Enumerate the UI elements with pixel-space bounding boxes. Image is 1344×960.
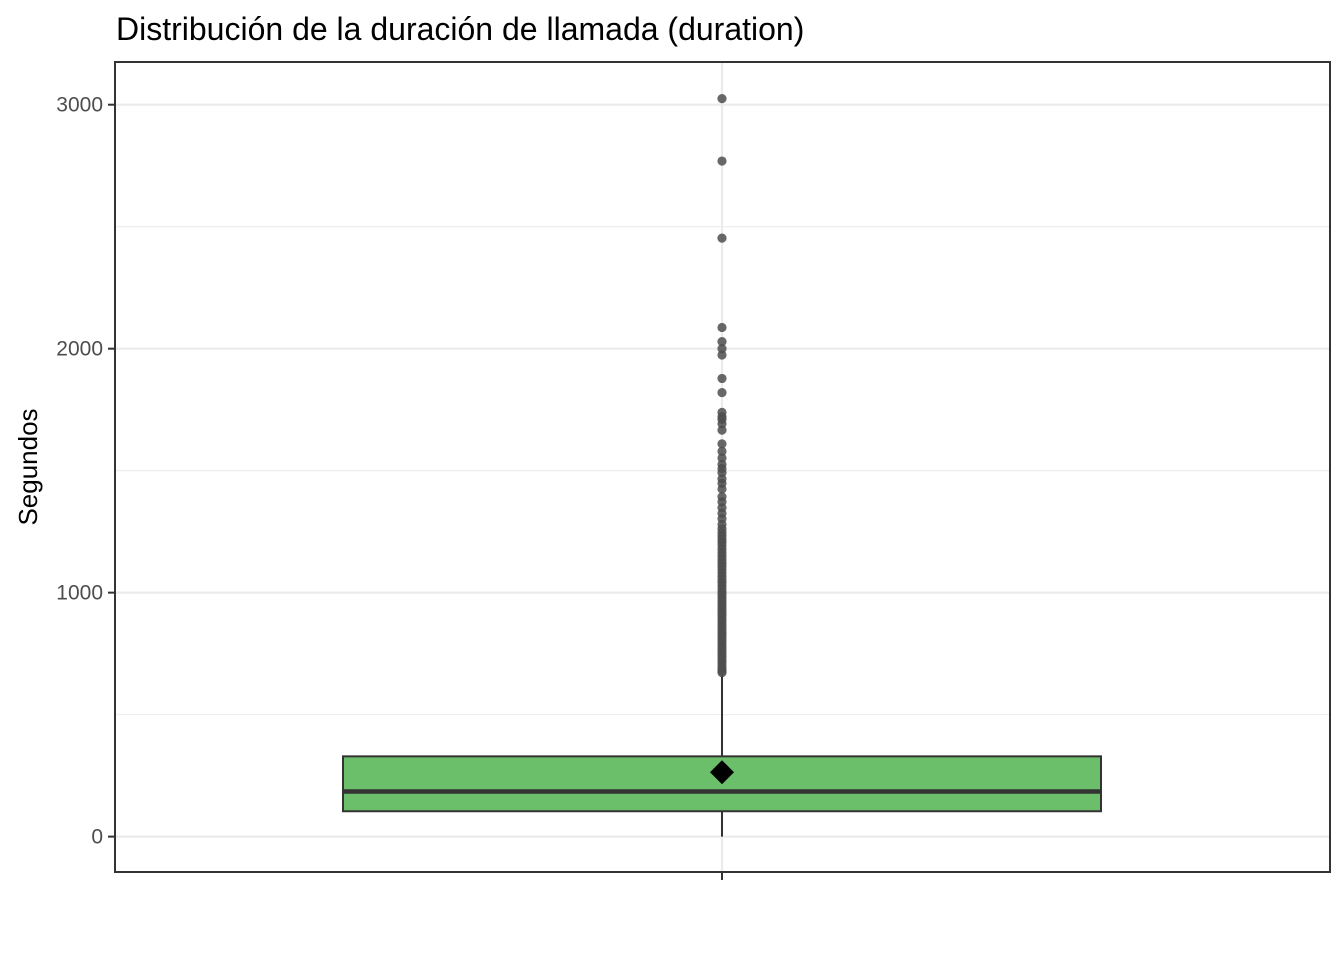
outlier-points — [717, 93, 727, 678]
panel-border — [114, 61, 1331, 873]
outlier-point — [717, 425, 727, 435]
y-tick-label: 1000 — [56, 582, 103, 605]
mean-marker — [710, 760, 734, 785]
outlier-point — [717, 233, 727, 243]
boxplot — [342, 673, 1102, 837]
y-tick-label: 2000 — [56, 338, 103, 361]
outlier-point — [717, 446, 727, 456]
outlier-point — [717, 484, 727, 494]
outlier-point — [717, 344, 727, 354]
outlier-point — [717, 350, 727, 360]
outlier-point — [717, 387, 727, 398]
outlier-point — [717, 373, 727, 384]
outlier-point — [717, 156, 727, 166]
outlier-point — [717, 453, 727, 463]
outlier-point — [717, 668, 727, 678]
outlier-point — [717, 336, 727, 347]
outlier-point — [717, 419, 727, 429]
y-axis-ticks: 0 1000 2000 3000 — [56, 94, 723, 880]
y-tick-label: 3000 — [56, 94, 103, 117]
y-tick-label: 0 — [91, 826, 103, 849]
outlier-point — [717, 322, 727, 333]
chart-title: Distribución de la duración de llamada (… — [116, 11, 804, 47]
outlier-point — [717, 439, 727, 449]
outlier-point — [717, 93, 727, 104]
y-axis-label: Segundos — [13, 408, 43, 525]
